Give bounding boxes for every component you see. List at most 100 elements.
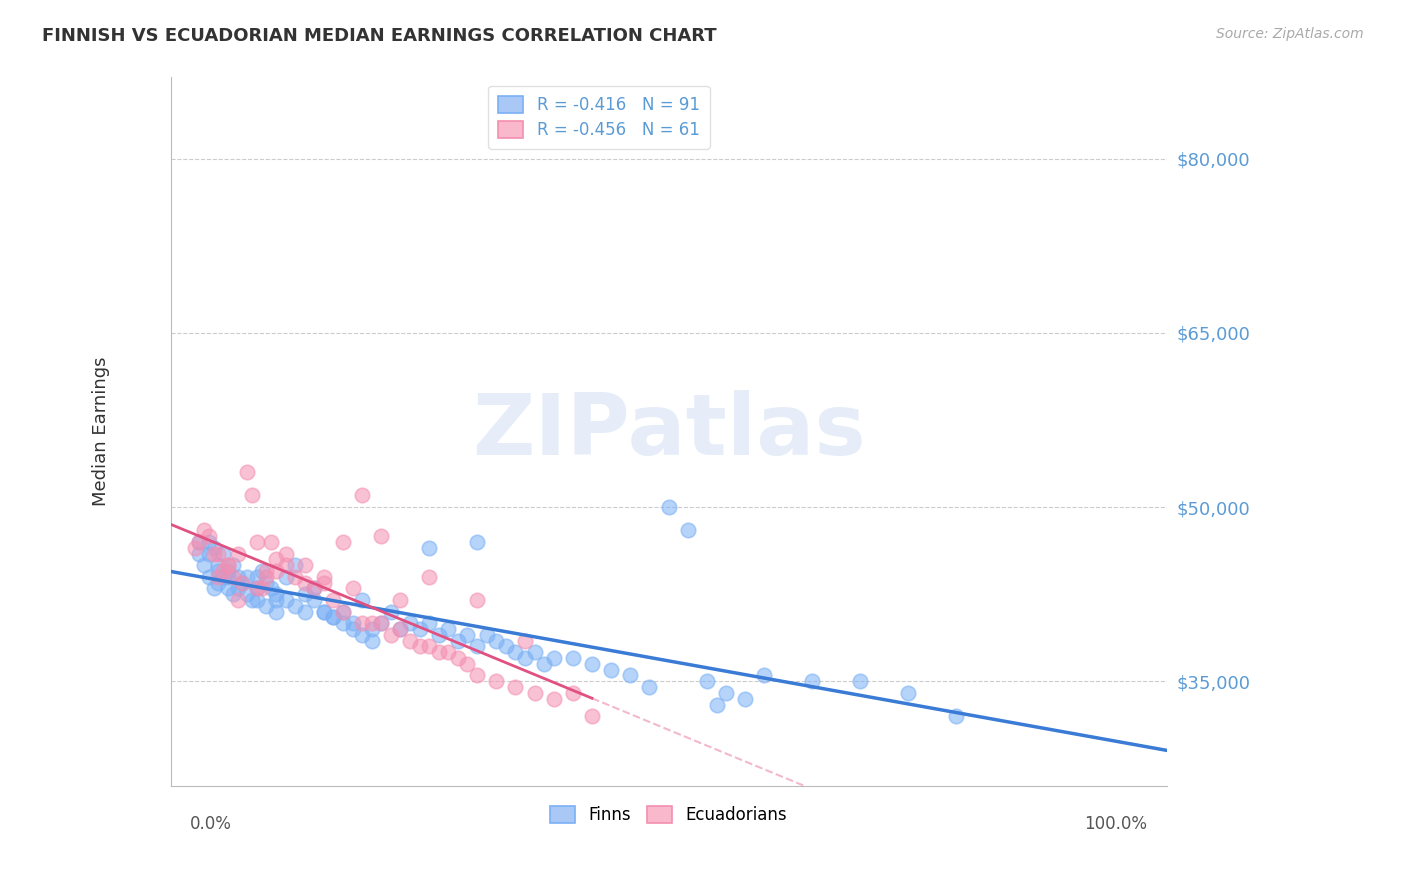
Point <box>465 535 488 549</box>
Point <box>246 535 269 549</box>
Point <box>236 587 259 601</box>
Text: Median Earnings: Median Earnings <box>91 357 110 507</box>
Point <box>418 616 440 631</box>
Point <box>360 633 382 648</box>
Point <box>322 610 344 624</box>
Point <box>352 488 374 502</box>
Point <box>274 593 297 607</box>
Text: ZIPatlas: ZIPatlas <box>472 390 866 473</box>
Point <box>342 616 364 631</box>
Point <box>222 587 245 601</box>
Point <box>332 535 354 549</box>
Point <box>619 668 641 682</box>
Point <box>561 651 583 665</box>
Point <box>226 582 249 596</box>
Point <box>188 535 211 549</box>
Point <box>212 570 235 584</box>
Point <box>188 547 211 561</box>
Point <box>370 616 392 631</box>
Point <box>658 500 681 514</box>
Point <box>322 610 344 624</box>
Point <box>513 651 536 665</box>
Point <box>332 605 354 619</box>
Point <box>352 616 374 631</box>
Point <box>734 691 756 706</box>
Point <box>543 691 565 706</box>
Point <box>427 645 450 659</box>
Point <box>754 668 776 682</box>
Point <box>370 616 392 631</box>
Point <box>342 622 364 636</box>
Point <box>505 680 527 694</box>
Point <box>389 622 412 636</box>
Point <box>312 605 335 619</box>
Point <box>264 552 287 566</box>
Point <box>600 663 623 677</box>
Point <box>236 465 259 479</box>
Point <box>495 640 517 654</box>
Point <box>264 605 287 619</box>
Point <box>198 547 221 561</box>
Point <box>352 593 374 607</box>
Point <box>312 575 335 590</box>
Point <box>254 599 277 613</box>
Point <box>456 628 478 642</box>
Point <box>231 575 253 590</box>
Point <box>260 582 283 596</box>
Point <box>254 570 277 584</box>
Point <box>533 657 555 671</box>
Point <box>380 628 402 642</box>
Point <box>408 640 430 654</box>
Point <box>212 564 235 578</box>
Point <box>465 593 488 607</box>
Legend: Finns, Ecuadorians: Finns, Ecuadorians <box>540 796 797 834</box>
Point <box>207 570 229 584</box>
Point <box>304 593 326 607</box>
Point <box>849 674 872 689</box>
Point <box>193 558 215 573</box>
Point <box>676 524 699 538</box>
Point <box>523 686 546 700</box>
Point <box>399 633 422 648</box>
Point <box>513 633 536 648</box>
Point <box>284 599 307 613</box>
Point <box>183 541 205 555</box>
Point <box>389 622 412 636</box>
Point <box>897 686 920 700</box>
Point <box>304 582 326 596</box>
Point <box>217 564 239 578</box>
Point <box>222 558 245 573</box>
Point <box>207 564 229 578</box>
Point <box>217 558 239 573</box>
Point <box>274 570 297 584</box>
Point <box>801 674 824 689</box>
Point <box>217 570 239 584</box>
Point <box>581 709 603 723</box>
Point <box>198 535 221 549</box>
Point <box>304 582 326 596</box>
Point <box>561 686 583 700</box>
Point <box>945 709 967 723</box>
Point <box>212 547 235 561</box>
Point <box>274 558 297 573</box>
Point <box>222 570 245 584</box>
Point <box>246 582 269 596</box>
Point <box>236 570 259 584</box>
Point <box>202 547 225 561</box>
Point <box>714 686 737 700</box>
Point <box>638 680 661 694</box>
Point <box>188 535 211 549</box>
Point <box>370 529 392 543</box>
Point <box>437 645 460 659</box>
Point <box>399 616 422 631</box>
Point <box>264 593 287 607</box>
Point <box>696 674 718 689</box>
Point <box>217 558 239 573</box>
Point <box>543 651 565 665</box>
Point <box>322 593 344 607</box>
Point <box>294 558 316 573</box>
Point <box>456 657 478 671</box>
Point <box>207 547 229 561</box>
Point <box>294 605 316 619</box>
Point <box>465 640 488 654</box>
